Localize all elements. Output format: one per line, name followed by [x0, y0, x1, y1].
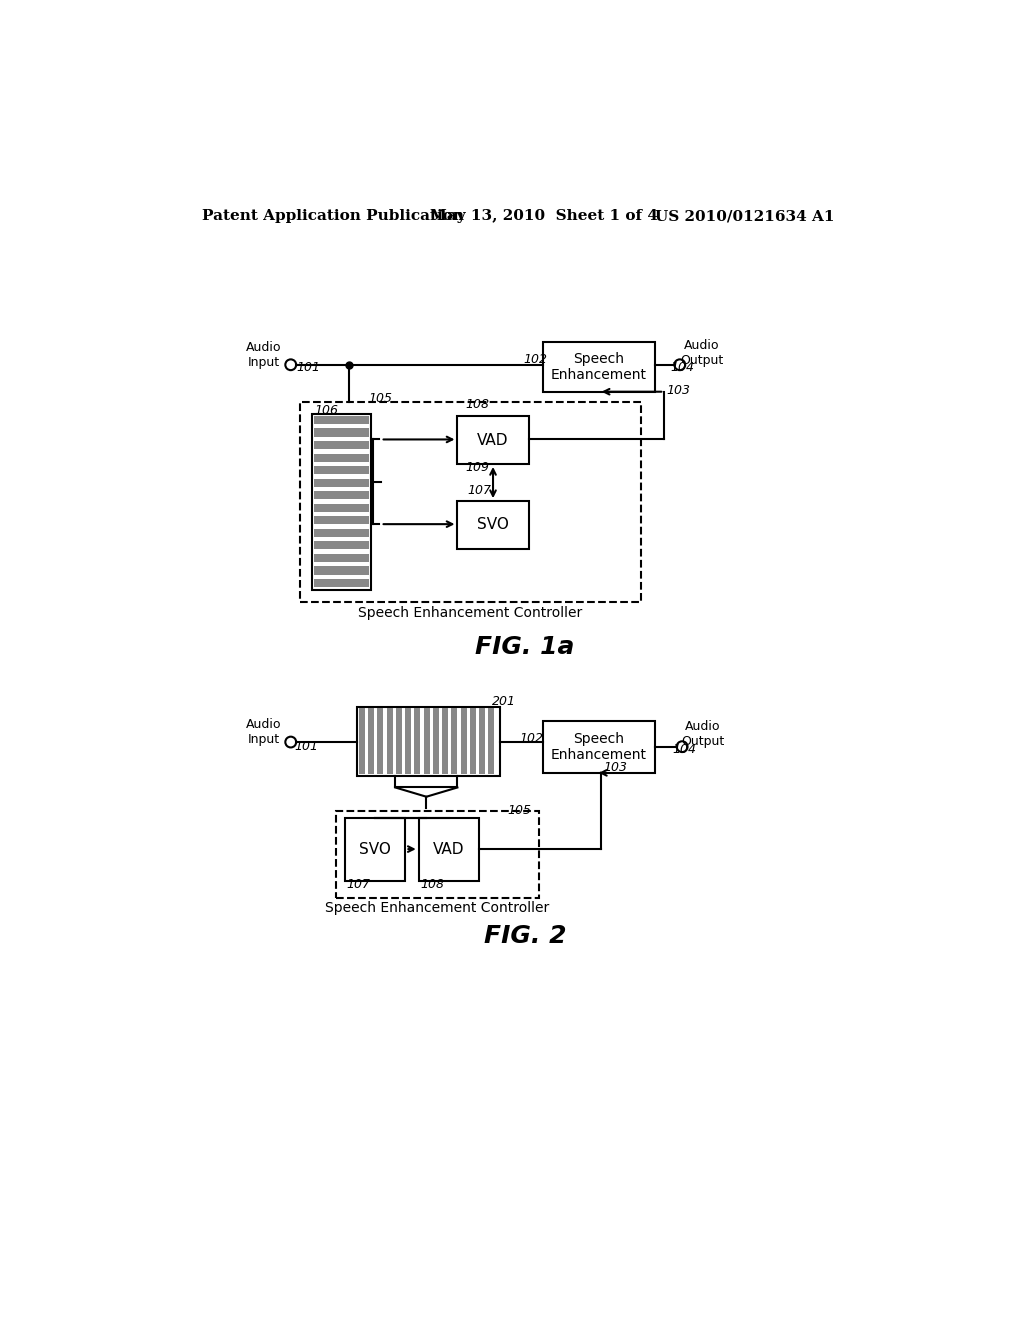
Text: Speech Enhancement Controller: Speech Enhancement Controller [325, 900, 549, 915]
Text: Speech
Enhancement: Speech Enhancement [551, 351, 647, 381]
Text: 108: 108 [420, 878, 444, 891]
Bar [458, 416, 528, 465]
Bar [314, 529, 369, 537]
Text: FIG. 2: FIG. 2 [483, 924, 566, 948]
Bar [452, 708, 458, 775]
Bar [359, 708, 365, 775]
Bar [345, 817, 406, 880]
Text: 101: 101 [295, 739, 318, 752]
Bar [433, 708, 439, 775]
Text: Speech Enhancement Controller: Speech Enhancement Controller [358, 606, 583, 619]
Text: Audio
Output: Audio Output [681, 719, 725, 747]
Text: 104: 104 [671, 360, 694, 374]
Text: FIG. 1a: FIG. 1a [475, 635, 574, 660]
Bar [314, 566, 369, 574]
Text: 109: 109 [465, 461, 489, 474]
Text: Speech
Enhancement: Speech Enhancement [551, 731, 647, 762]
Bar [488, 708, 495, 775]
Bar [314, 454, 369, 462]
Bar [406, 708, 412, 775]
Bar [300, 401, 641, 602]
Bar [336, 812, 539, 898]
Text: SVO: SVO [477, 517, 509, 532]
Text: May 13, 2010  Sheet 1 of 4: May 13, 2010 Sheet 1 of 4 [430, 209, 658, 223]
Bar [314, 429, 369, 437]
Bar [387, 708, 393, 775]
Bar [415, 708, 421, 775]
Text: 107: 107 [346, 878, 371, 891]
Text: 103: 103 [667, 384, 690, 397]
Text: 104: 104 [672, 743, 696, 756]
Text: 107: 107 [467, 484, 492, 498]
Text: 103: 103 [603, 762, 627, 775]
Text: 105: 105 [369, 392, 392, 405]
Bar [314, 479, 369, 487]
Bar [369, 708, 374, 775]
Bar [314, 504, 369, 512]
Bar [419, 817, 479, 880]
Bar [378, 708, 383, 775]
Text: Audio
Input: Audio Input [246, 341, 282, 368]
Bar [458, 502, 528, 549]
Bar [543, 342, 655, 392]
Text: 102: 102 [519, 733, 544, 744]
Text: 201: 201 [493, 696, 516, 708]
Text: VAD: VAD [477, 433, 509, 447]
Bar [312, 414, 371, 590]
Bar [314, 466, 369, 474]
Bar [396, 708, 402, 775]
Bar [479, 708, 485, 775]
Bar [314, 579, 369, 587]
Text: Audio
Output: Audio Output [680, 339, 723, 367]
Text: Audio
Input: Audio Input [246, 718, 282, 746]
Bar [543, 721, 655, 774]
Bar [314, 554, 369, 562]
Bar [424, 708, 430, 775]
Text: VAD: VAD [433, 842, 465, 857]
Text: 101: 101 [296, 360, 321, 374]
Text: 108: 108 [465, 397, 489, 411]
Text: 105: 105 [508, 804, 531, 817]
Text: 106: 106 [314, 404, 338, 417]
Text: SVO: SVO [359, 842, 391, 857]
Text: US 2010/0121634 A1: US 2010/0121634 A1 [655, 209, 835, 223]
Text: Patent Application Publication: Patent Application Publication [202, 209, 464, 223]
Bar [314, 491, 369, 499]
Bar [470, 708, 476, 775]
Bar [314, 541, 369, 549]
Bar [461, 708, 467, 775]
Bar [314, 416, 369, 424]
Bar [314, 516, 369, 524]
Bar [356, 706, 500, 776]
Text: 102: 102 [523, 354, 547, 367]
Bar [314, 441, 369, 449]
Bar [442, 708, 449, 775]
